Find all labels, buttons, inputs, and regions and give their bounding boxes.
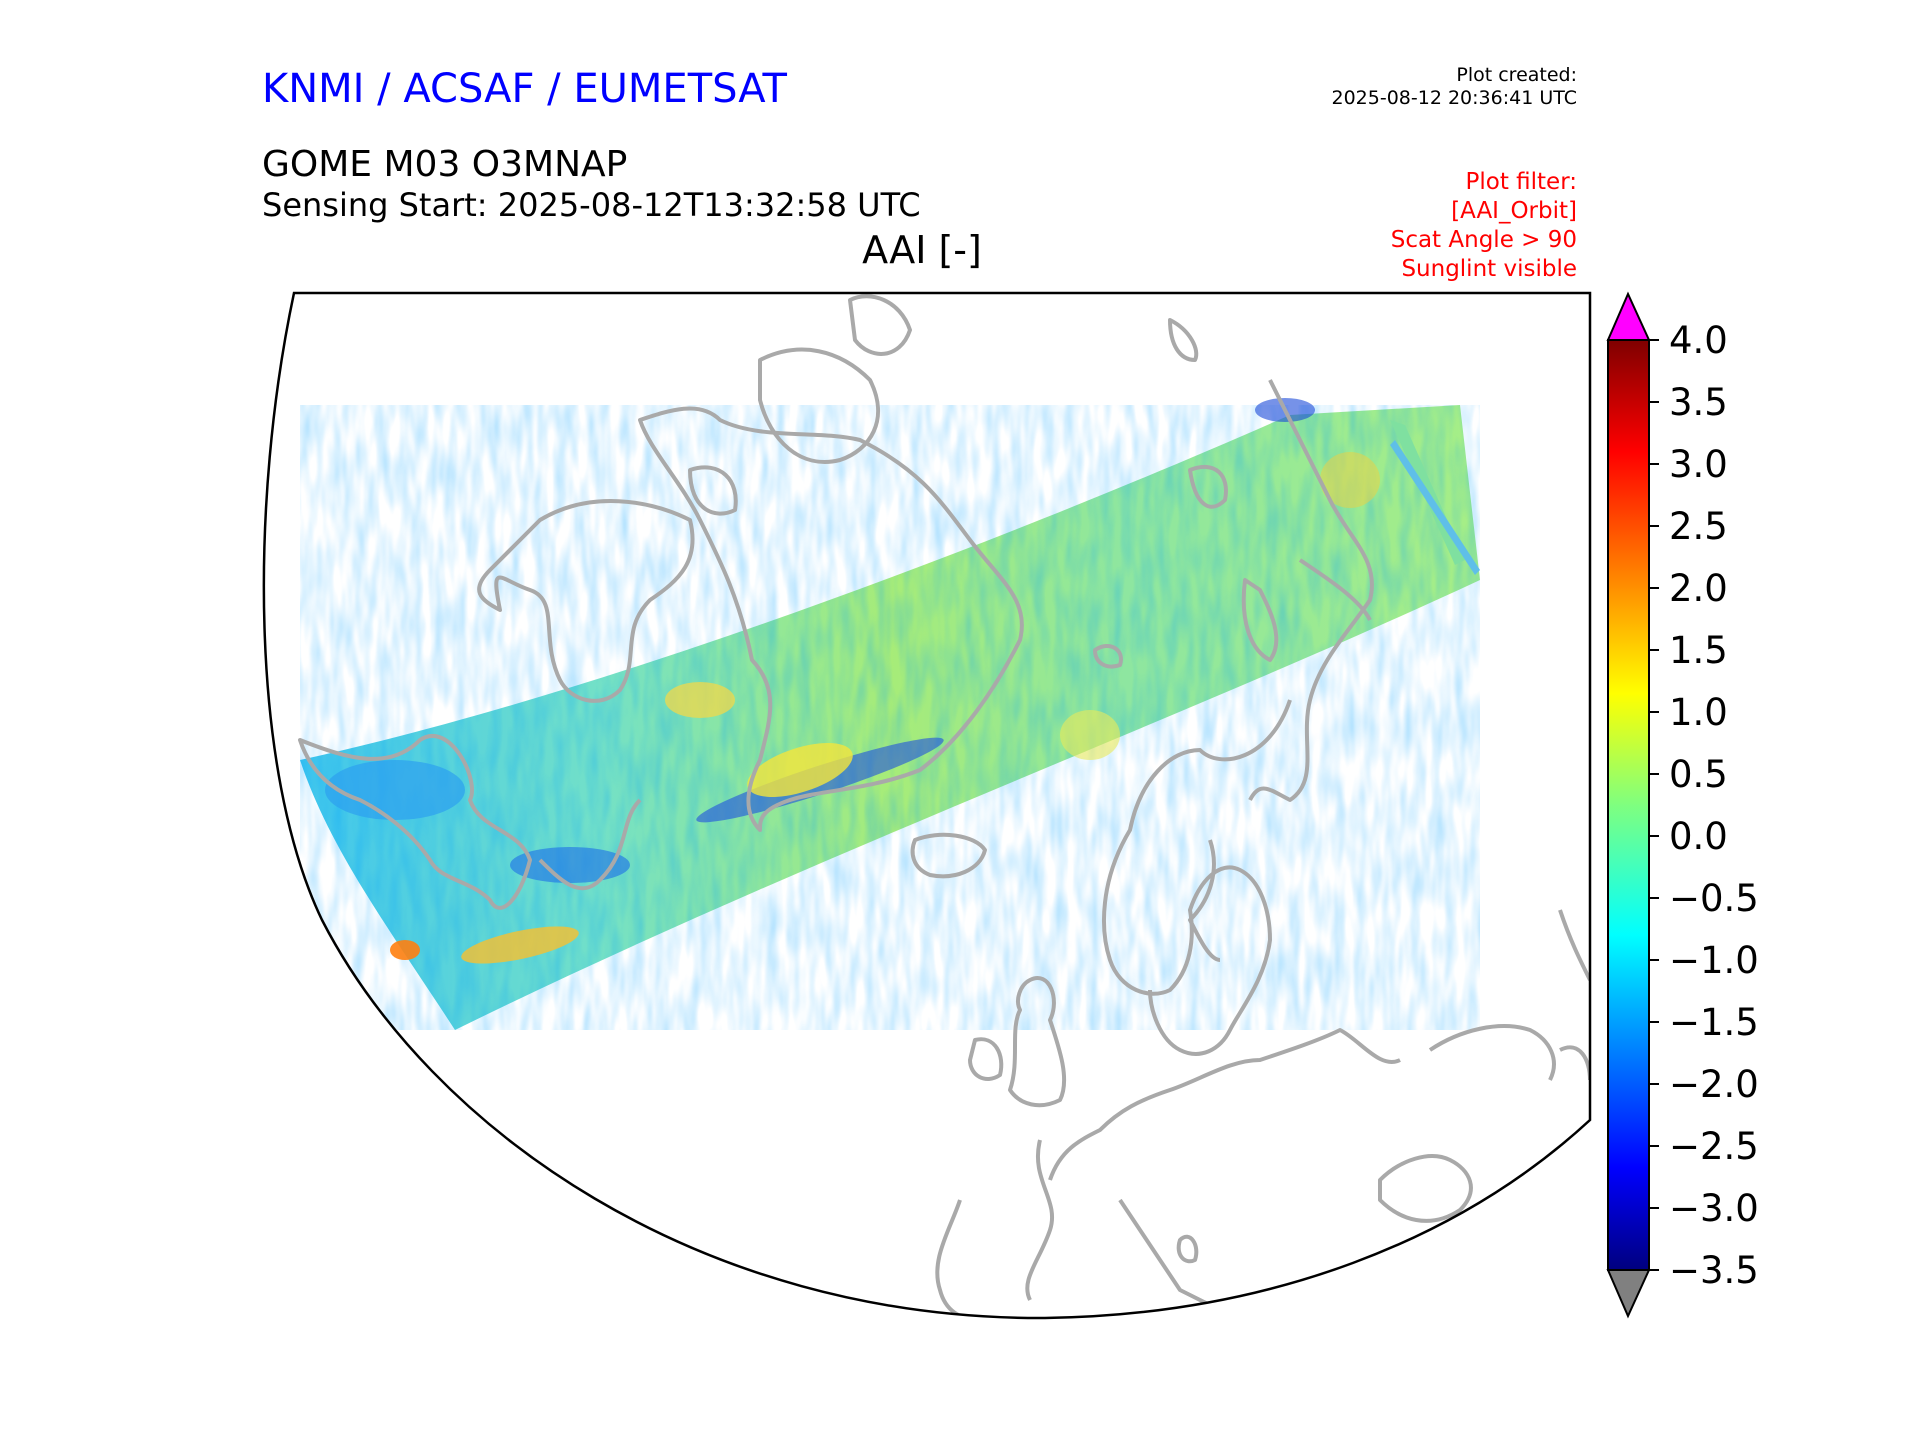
swath-feature — [665, 682, 735, 718]
novaya-zemlya-coast — [1241, 578, 1279, 662]
colorbar-tick-label: 2.0 — [1669, 567, 1728, 610]
france-coast — [1025, 1139, 1054, 1301]
colorbar-tick-label: −3.0 — [1669, 1187, 1759, 1230]
svalbard-coast — [1168, 318, 1199, 362]
scandinavia-coast — [1102, 699, 1292, 1056]
filter-line: Plot filter: — [1465, 169, 1577, 195]
colorbar-tick-label: 3.5 — [1669, 381, 1728, 424]
swath-feature — [325, 760, 465, 820]
swath-feature — [461, 926, 579, 964]
labrador-coast — [538, 798, 642, 891]
swath-feature — [1060, 710, 1120, 760]
colorbar-tick-label: 0.5 — [1669, 753, 1728, 796]
taymyr-coast — [1298, 558, 1372, 621]
plot-created-value: 2025-08-12 20:36:41 UTC — [1331, 87, 1578, 109]
britain-coast — [1008, 976, 1067, 1108]
colorbar-tick-label: −3.5 — [1669, 1249, 1759, 1292]
iceland-coast — [910, 832, 987, 879]
mediterranean-islands — [1176, 1234, 1199, 1264]
swath-feature — [510, 847, 630, 883]
colorbar-tick-label: 2.5 — [1669, 505, 1728, 548]
russia-inland-coast — [1428, 1024, 1556, 1081]
variable-label: AAI [-] — [862, 228, 982, 272]
aai-swath-texture — [300, 405, 1480, 1030]
colorbar-tick-label: 1.0 — [1669, 691, 1728, 734]
arctic-islands — [848, 294, 912, 356]
colorbar-over-extension — [1606, 291, 1651, 341]
swath-feature — [1320, 452, 1380, 508]
colorbar-gradient — [1607, 339, 1650, 1271]
product-title: GOME M03 O3MNAP — [262, 144, 628, 185]
baffin-coast — [477, 499, 695, 703]
sensing-start: Sensing Start: 2025-08-12T13:32:58 UTC — [262, 186, 921, 224]
baltic-coast — [1188, 839, 1221, 962]
hudson-coast — [298, 734, 532, 910]
russia-coast — [1248, 379, 1374, 802]
organization-title: KNMI / ACSAF / EUMETSAT — [262, 66, 787, 112]
map-area — [298, 294, 1590, 1319]
filter-line: Scat Angle > 90 — [1390, 227, 1577, 253]
colorbar-tick-label: −1.5 — [1669, 1001, 1759, 1044]
arctic-islands — [688, 465, 738, 516]
colorbar: 4.0 3.5 3.0 2.5 2.0 1.5 1.0 0.5 0.0 −0.5 −1.0 −1.5 −… — [1606, 291, 1759, 1319]
iberia-coast — [935, 1199, 981, 1319]
map-boundary — [262, 291, 1592, 1320]
colorbar-tick-label: −2.5 — [1669, 1125, 1759, 1168]
filter-line: Sunglint visible — [1401, 256, 1577, 282]
caspian-coast — [1559, 1045, 1590, 1081]
colorbar-tick-label: −1.0 — [1669, 939, 1759, 982]
italy-coast — [1118, 1198, 1241, 1319]
plot-created: Plot created: 2025-08-12 20:36:41 UTC — [1332, 64, 1578, 110]
colorbar-tick-label: −0.5 — [1669, 877, 1759, 920]
franz-josef-coast — [1093, 644, 1123, 669]
filter-line: [AAI_Orbit] — [1451, 198, 1577, 224]
europe-coast — [1048, 1028, 1401, 1181]
caspian-coast — [1558, 909, 1590, 981]
arctic-islands — [758, 347, 881, 464]
colorbar-tick-label: 3.0 — [1669, 443, 1728, 486]
plot-filters: Plot filter: [AAI_Orbit] Scat Angle > 90… — [1391, 168, 1577, 284]
greenland-coast — [638, 406, 1024, 832]
colorbar-tick-label: 1.5 — [1669, 629, 1728, 672]
swath-feature — [747, 743, 853, 797]
plot-created-label: Plot created: — [1456, 64, 1577, 86]
swath-tail — [1390, 440, 1480, 575]
colorbar-tick-label: −2.0 — [1669, 1063, 1759, 1106]
ireland-coast — [968, 1037, 1004, 1081]
swath-feature — [390, 940, 420, 960]
black-sea-coast — [1378, 1154, 1473, 1223]
colorbar-tick-label: 4.0 — [1669, 319, 1728, 362]
colorbar-under-extension — [1606, 1269, 1651, 1319]
svalbard-coast — [1188, 464, 1228, 509]
colorbar-tick-label: 0.0 — [1669, 815, 1728, 858]
